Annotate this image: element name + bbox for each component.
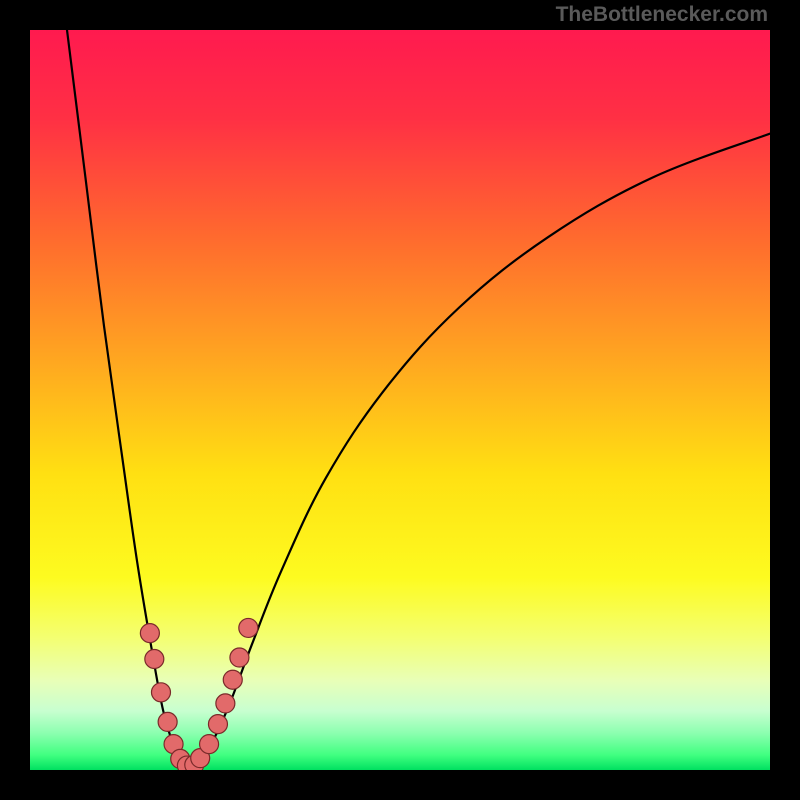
frame-border-left [0, 0, 30, 800]
data-marker [223, 670, 242, 689]
frame-border-right [770, 0, 800, 800]
data-marker [216, 694, 235, 713]
data-marker [145, 650, 164, 669]
data-marker [158, 712, 177, 731]
frame-border-bottom [0, 770, 800, 800]
plot-svg [30, 30, 770, 770]
data-marker [239, 618, 258, 637]
data-marker [208, 715, 227, 734]
data-marker [230, 648, 249, 667]
chart-container: TheBottlenecker.com [0, 0, 800, 800]
gradient-background [30, 30, 770, 770]
data-marker [140, 624, 159, 643]
plot-area [30, 30, 770, 770]
data-marker [151, 683, 170, 702]
data-marker [200, 735, 219, 754]
frame-border-top [0, 0, 800, 30]
